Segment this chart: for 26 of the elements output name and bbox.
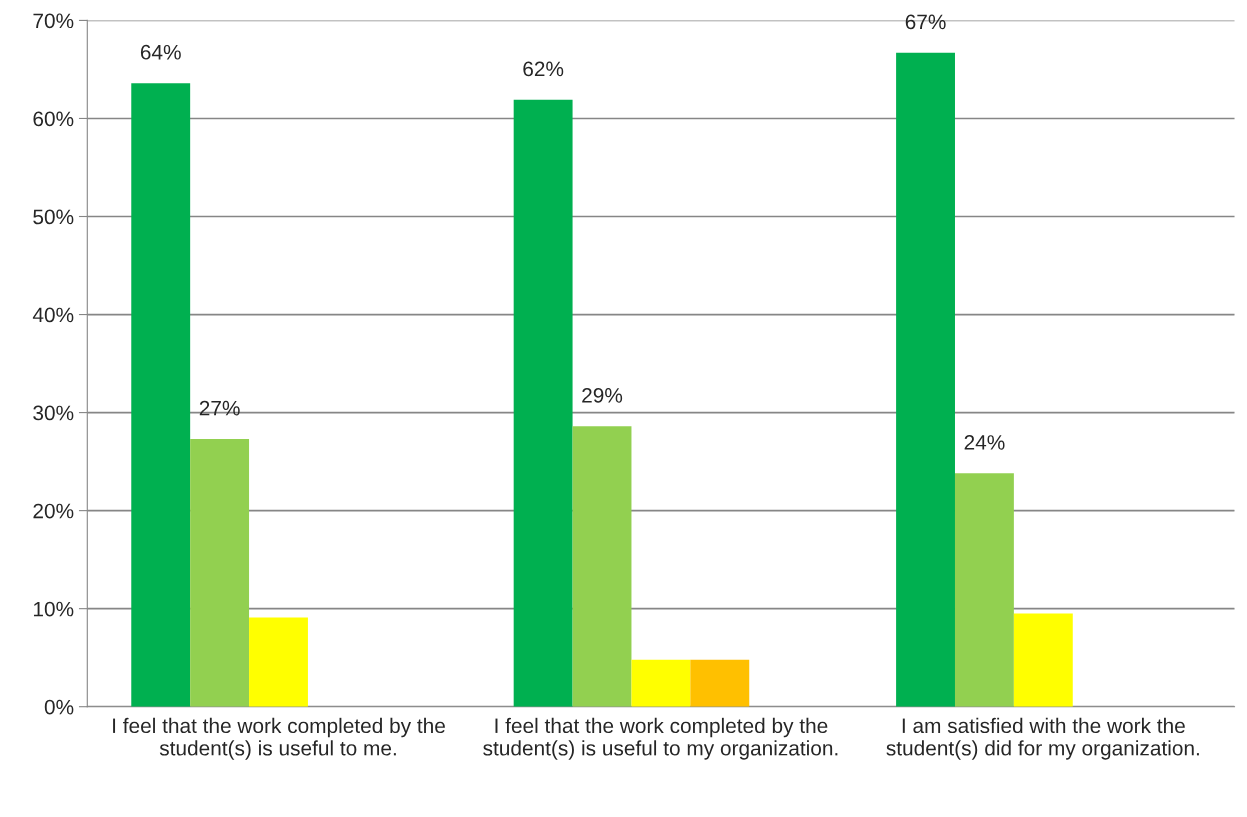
bar — [1013, 613, 1073, 707]
data-label: 62% — [523, 61, 564, 77]
y-tick-label: 70% — [33, 13, 74, 29]
bar — [572, 426, 632, 707]
y-tick-label: 50% — [33, 209, 74, 225]
bar — [513, 99, 573, 707]
y-tick-label: 30% — [33, 405, 74, 421]
y-tick-label: 20% — [33, 503, 74, 519]
data-label: 29% — [582, 388, 623, 403]
data-label: 24% — [964, 435, 1005, 450]
y-tick-label: 10% — [33, 601, 74, 617]
bar — [190, 439, 250, 707]
y-tick-label: 40% — [32, 307, 74, 323]
data-label: 67% — [905, 14, 946, 30]
y-tick-label: 0% — [44, 699, 74, 715]
bar — [896, 52, 955, 707]
bar — [954, 473, 1014, 707]
bar — [249, 617, 308, 707]
y-tick-label: 60% — [33, 111, 74, 127]
bar — [690, 659, 750, 707]
bar — [131, 83, 191, 707]
x-tick-label: I feel that the work completed by the student(s) is useful to my organization. — [483, 717, 838, 760]
data-label: 64% — [140, 44, 181, 60]
x-tick-label: I feel that the work completed by the student(s) is useful to me. — [113, 717, 445, 760]
x-tick-label: I am satisfied with the work the student(s) did for my organization. — [886, 717, 1199, 760]
bar — [631, 659, 691, 707]
